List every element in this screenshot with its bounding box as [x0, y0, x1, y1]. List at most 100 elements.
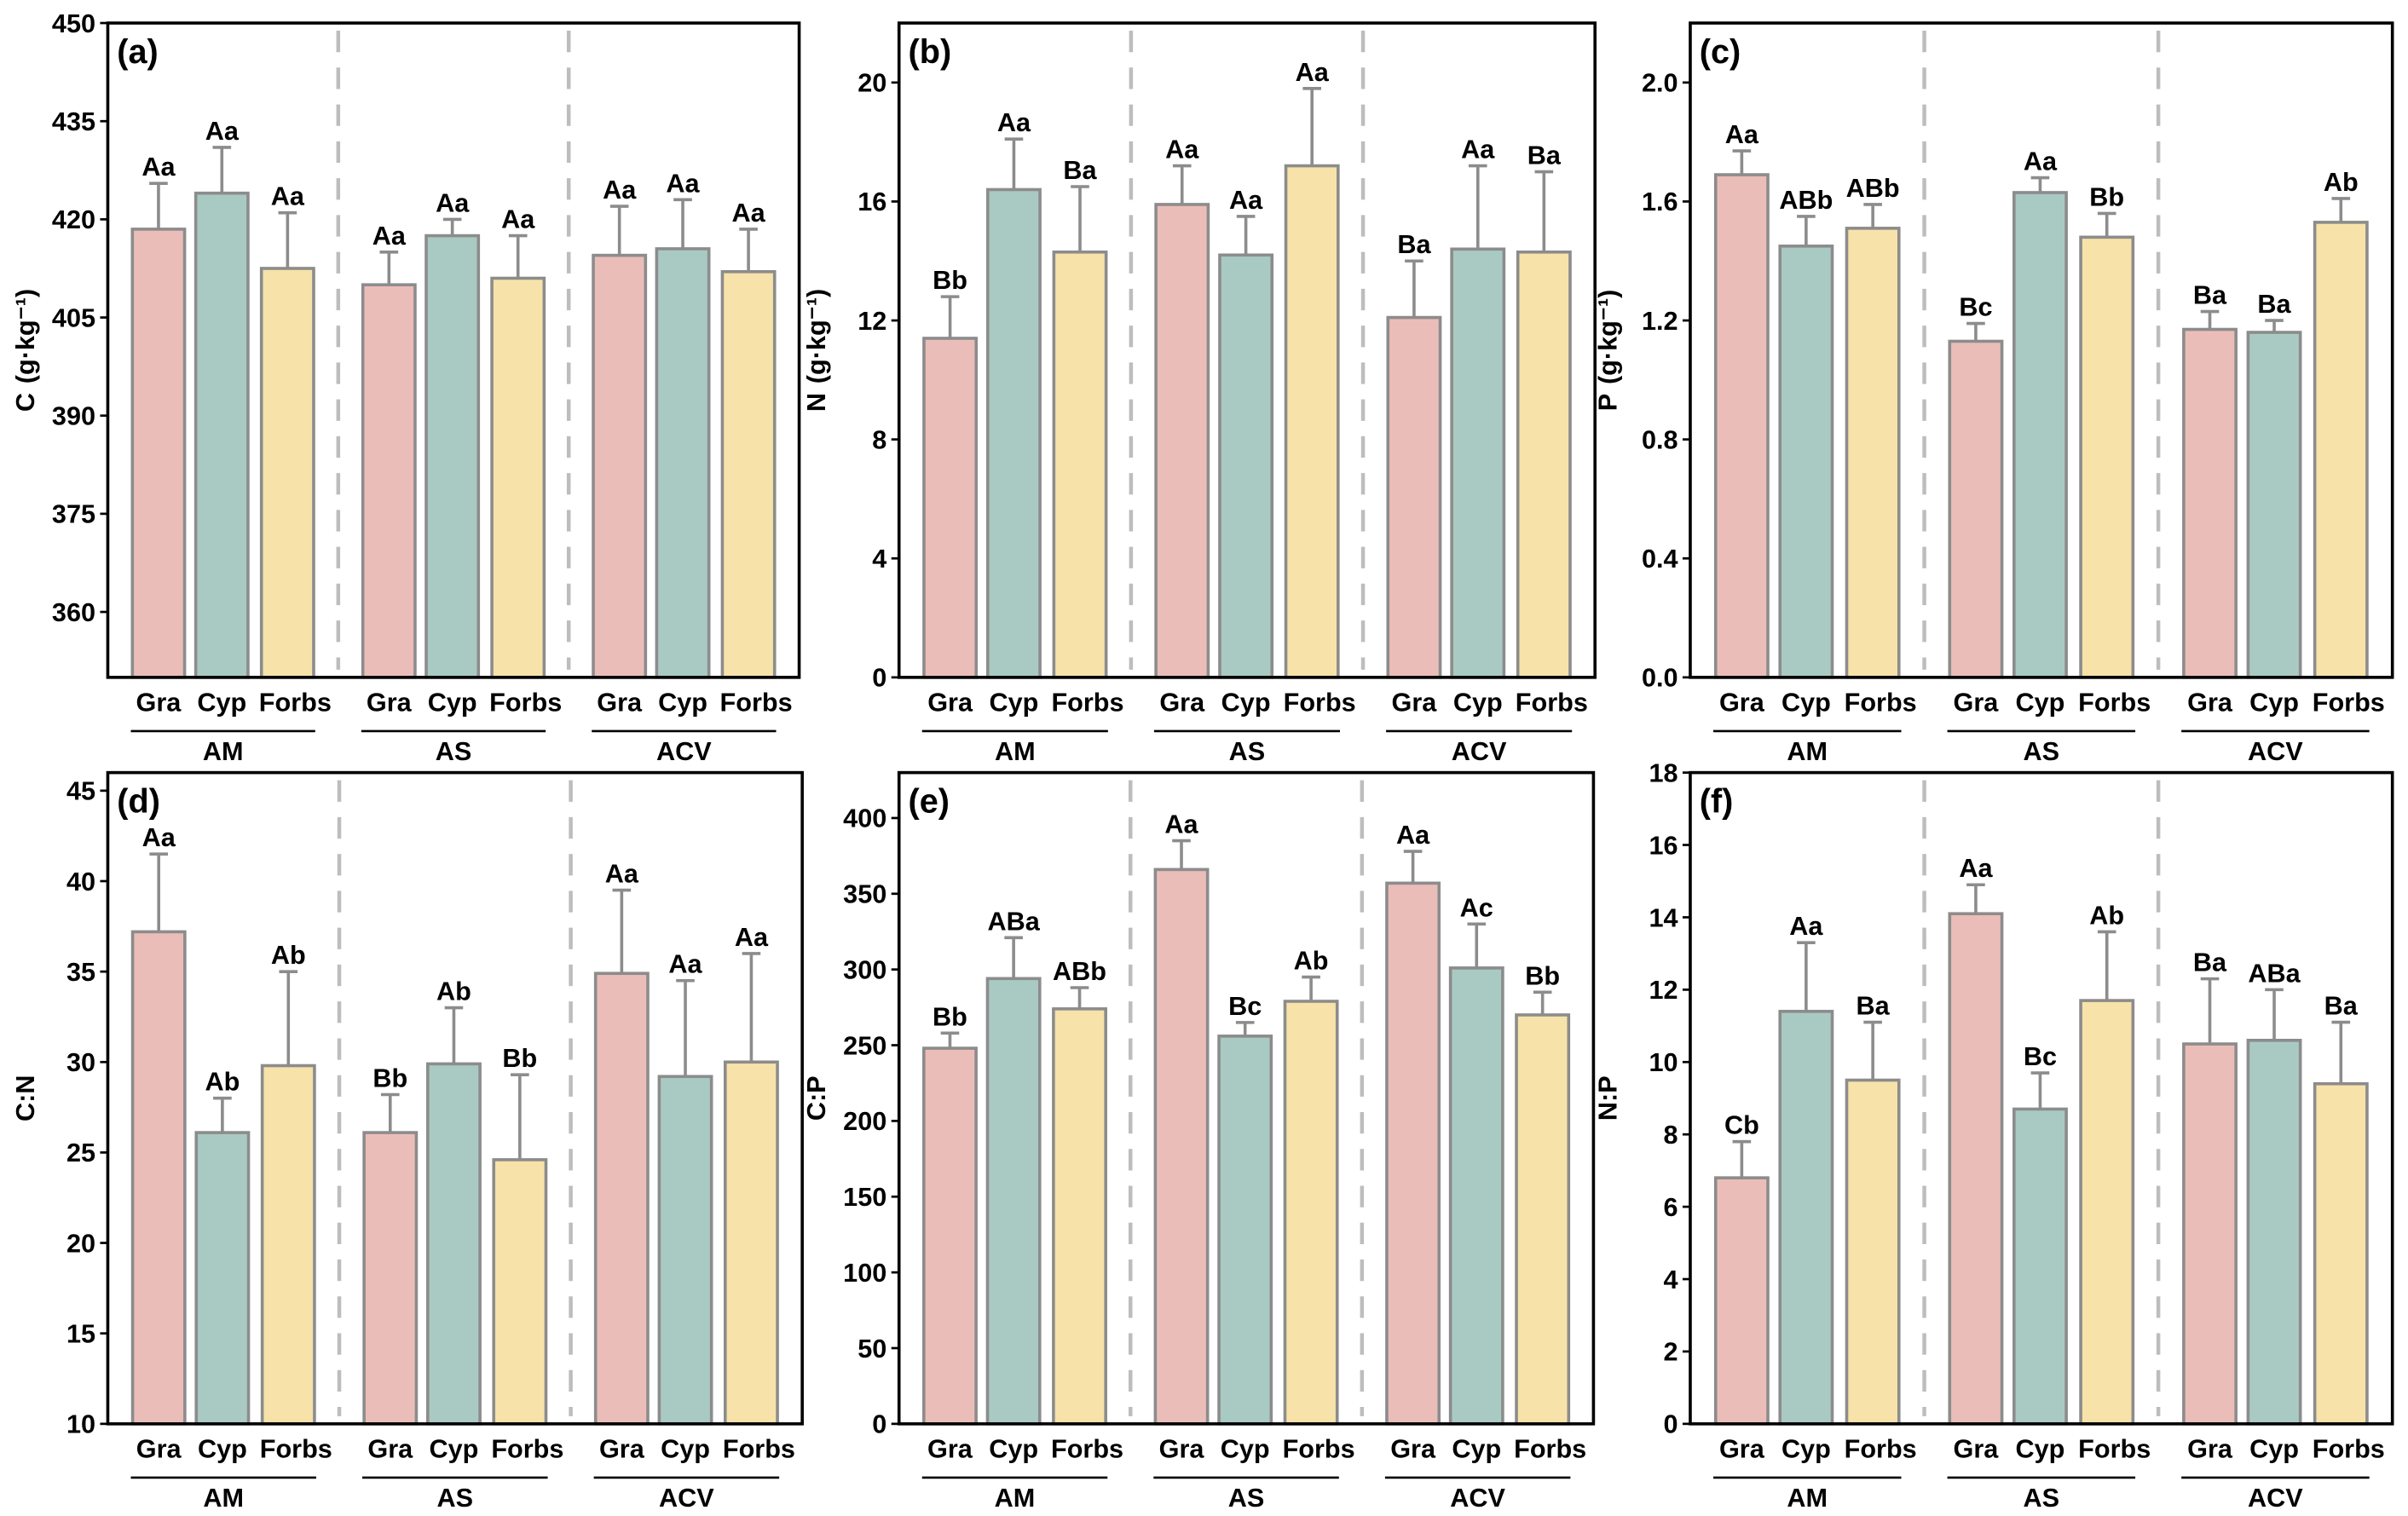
- significance-label: Aa: [271, 182, 305, 211]
- y-tick-label: 2: [1664, 1338, 1678, 1367]
- significance-label: ABb: [1779, 186, 1833, 215]
- x-tick-label: Cyp: [197, 689, 246, 718]
- significance-label: Aa: [735, 923, 769, 952]
- bar-AM-Forbs: [260, 1064, 316, 1426]
- bar-AM-Forbs: [1052, 250, 1108, 679]
- significance-label: Aa: [668, 950, 702, 979]
- panel-label: (f): [1700, 782, 1734, 820]
- y-axis-variable: C:P: [802, 1075, 831, 1121]
- significance-label: Ba: [1857, 992, 1891, 1021]
- significance-label: Ab: [436, 977, 471, 1006]
- y-axis-label: C:N: [11, 1075, 40, 1121]
- bar-AM-Cyp: [985, 187, 1042, 679]
- bar-ACV-Cyp: [1448, 966, 1504, 1426]
- group-label: AM: [203, 1484, 244, 1513]
- bar-ACV-Gra: [1386, 315, 1442, 679]
- significance-label: Bb: [2089, 182, 2124, 211]
- group-label: AS: [1229, 737, 1266, 766]
- significance-label: Aa: [1725, 120, 1759, 149]
- bar-AS-Forbs: [1284, 164, 1340, 679]
- significance-label: Ab: [2324, 168, 2359, 197]
- significance-label: Bc: [2024, 1042, 2057, 1071]
- y-tick-label: 16: [1649, 831, 1678, 860]
- x-tick-label: Gra: [927, 1435, 973, 1464]
- bar-AS-Forbs: [490, 276, 546, 679]
- bar-AS-Forbs: [492, 1158, 548, 1426]
- significance-label: Aa: [205, 117, 240, 146]
- x-tick-label: Gra: [599, 1435, 645, 1464]
- x-tick-label: Cyp: [2016, 1435, 2065, 1464]
- bar-ACV-Forbs: [2313, 1081, 2369, 1426]
- y-axis-label: N:P: [1593, 1075, 1622, 1121]
- y-axis-variable: N:P: [1593, 1075, 1622, 1121]
- bar-AM-Cyp: [1778, 1010, 1834, 1426]
- significance-label: Aa: [1789, 912, 1823, 941]
- significance-label: ABa: [2248, 959, 2301, 988]
- significance-label: Aa: [372, 222, 407, 251]
- x-tick-label: Cyp: [1781, 689, 1831, 718]
- significance-label: Aa: [436, 188, 470, 217]
- group-label: AS: [437, 1484, 474, 1513]
- group-label: ACV: [1450, 1484, 1505, 1513]
- bar-AM-Forbs: [1052, 1007, 1107, 1426]
- significance-label: Ab: [1294, 947, 1329, 976]
- plot-frame: [106, 770, 804, 1426]
- chart-panel-f: Cb Gra Aa Cyp Ba Forbs AM Aa Gra Bc Cyp Ab Forbs AS Ba…: [1593, 758, 2394, 1513]
- x-tick-label: Gra: [1390, 1435, 1436, 1464]
- bar-AM-Gra: [130, 930, 187, 1426]
- x-tick-label: Cyp: [2249, 1435, 2299, 1464]
- bar-ACV-Gra: [592, 253, 648, 679]
- x-tick-label: Cyp: [2016, 689, 2065, 718]
- bar-ACV-Cyp: [1450, 247, 1506, 679]
- bar-AS-Forbs: [1283, 1000, 1339, 1426]
- bar-ACV-Cyp: [655, 247, 711, 679]
- plot-frame: [897, 21, 1597, 679]
- y-tick-label: 14: [1649, 903, 1678, 932]
- x-tick-label: Gra: [1159, 1435, 1205, 1464]
- x-tick-label: Forbs: [2078, 1435, 2151, 1464]
- y-tick-label: 390: [52, 402, 95, 431]
- x-tick-label: Forbs: [1284, 689, 1356, 718]
- significance-label: Aa: [1229, 186, 1263, 215]
- bar-ACV-Forbs: [723, 1060, 779, 1426]
- x-tick-label: Gra: [1954, 1435, 2000, 1464]
- group-label: AM: [995, 737, 1036, 766]
- bar-ACV-Gra: [1385, 881, 1441, 1426]
- bar-AM-Forbs: [1845, 1078, 1901, 1426]
- group-label: AS: [2024, 737, 2060, 766]
- chart-panel-b: Bb Gra Aa Cyp Ba Forbs AM Aa Gra Aa Cyp Aa Forbs AS Ba…: [802, 21, 1597, 766]
- y-axis-label: C:P: [802, 1075, 831, 1121]
- significance-label: Ba: [1397, 230, 1431, 259]
- bar-AS-Gra: [1948, 912, 2004, 1426]
- bar-ACV-Cyp: [657, 1075, 713, 1426]
- significance-label: Ac: [1460, 893, 1493, 922]
- bar-AM-Forbs: [259, 267, 315, 679]
- y-axis-label: C (g·kg⁻¹): [11, 289, 40, 412]
- y-tick-label: 12: [858, 307, 886, 336]
- x-tick-label: Cyp: [1221, 1435, 1270, 1464]
- y-tick-label: 2.0: [1642, 69, 1678, 98]
- y-tick-label: 200: [843, 1107, 886, 1136]
- significance-label: ABb: [1846, 174, 1900, 203]
- y-axis-unit: (g·kg⁻¹): [1593, 290, 1622, 384]
- panel-label: (e): [909, 782, 950, 820]
- y-tick-label: 10: [66, 1410, 95, 1439]
- x-tick-label: Cyp: [661, 1435, 710, 1464]
- significance-label: Bb: [933, 1002, 967, 1031]
- group-label: ACV: [659, 1484, 714, 1513]
- bar-ACV-Forbs: [1515, 1013, 1571, 1426]
- significance-label: Aa: [1959, 854, 1993, 883]
- x-tick-label: Gra: [367, 1435, 413, 1464]
- x-tick-label: Cyp: [198, 1435, 247, 1464]
- group-label: ACV: [1452, 737, 1507, 766]
- bar-AS-Cyp: [1218, 253, 1274, 679]
- significance-label: Cb: [1724, 1111, 1759, 1140]
- bar-AM-Gra: [922, 1046, 978, 1426]
- significance-label: Bb: [372, 1064, 407, 1092]
- x-tick-label: Cyp: [1452, 1435, 1501, 1464]
- x-tick-label: Forbs: [2313, 689, 2385, 718]
- x-tick-label: Gra: [1719, 689, 1765, 718]
- y-tick-label: 30: [66, 1048, 95, 1077]
- y-tick-label: 20: [66, 1229, 95, 1258]
